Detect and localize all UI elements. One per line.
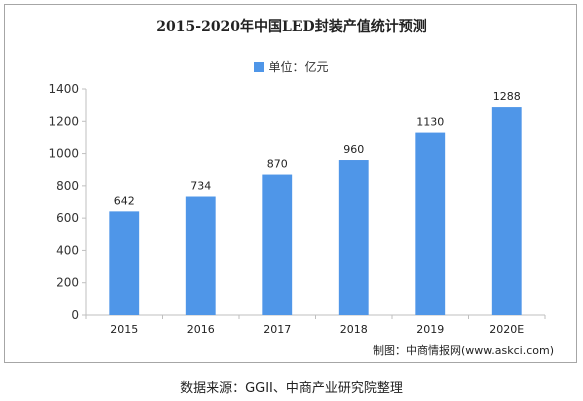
bar	[338, 160, 369, 315]
y-tick-label: 400	[56, 243, 79, 257]
bar	[109, 211, 140, 315]
y-tick-label: 1400	[48, 82, 79, 96]
bar-chart: 0 200 400 600 800 1000 1200 1400 642 2015 734 2016 8…	[48, 82, 546, 336]
chart-title: 2015-2020年中国LED封装产值统计预测	[156, 19, 427, 35]
y-tick-label: 800	[56, 179, 79, 193]
legend: 单位：亿元	[5, 58, 578, 75]
data-label: 960	[343, 143, 364, 156]
data-source: 数据来源：GGII、中商产业研究院整理	[180, 381, 403, 396]
bar	[415, 132, 446, 315]
x-tick-label: 2016	[187, 323, 215, 336]
y-tick-label: 0	[71, 308, 79, 322]
data-label: 642	[114, 194, 135, 207]
y-tick-label: 600	[56, 211, 79, 225]
chart-credit: 制图：中商情报网(www.askci.com)	[373, 344, 554, 357]
chart-frame: 2015-2020年中国LED封装产值统计预测 单位：亿元 0 200 400 600…	[4, 4, 577, 363]
y-tick-label: 200	[56, 276, 79, 290]
data-label: 734	[190, 180, 211, 193]
x-tick-label: 2015	[110, 323, 138, 336]
data-label: 1288	[493, 90, 521, 103]
x-tick-label: 2018	[340, 323, 368, 336]
bar	[491, 107, 522, 315]
data-label: 1130	[416, 116, 444, 129]
x-tick-label: 2019	[416, 323, 444, 336]
x-tick-label: 2017	[263, 323, 291, 336]
x-tick-label: 2020E	[489, 323, 524, 336]
y-tick-label: 1000	[48, 147, 79, 161]
legend-label: 单位：亿元	[268, 60, 329, 74]
data-label: 870	[267, 158, 288, 171]
bar	[262, 174, 293, 315]
legend-swatch	[254, 62, 265, 72]
bar	[185, 196, 216, 315]
y-tick-label: 1200	[48, 114, 79, 128]
